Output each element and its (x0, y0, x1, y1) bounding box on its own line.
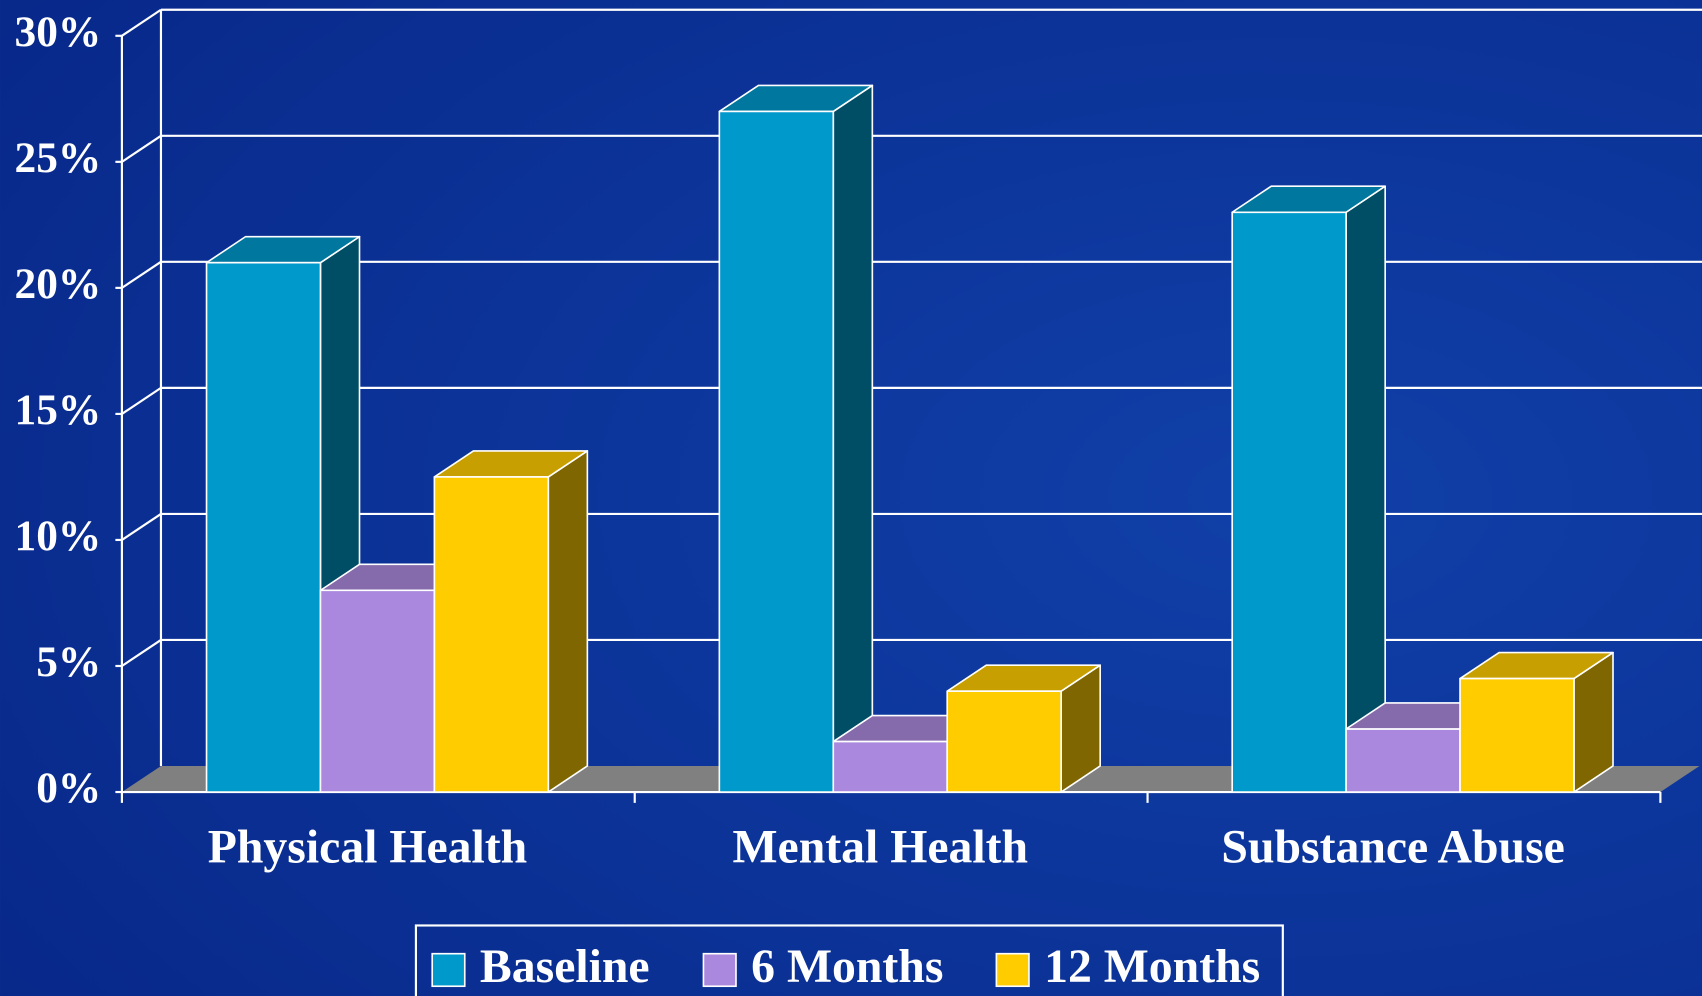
bar (205, 261, 322, 793)
legend-label: Baseline (480, 940, 650, 993)
bar (1459, 677, 1575, 793)
x-tick-label: Physical Health (208, 821, 527, 874)
y-tick-label: 5% (36, 638, 101, 686)
bar (832, 740, 949, 793)
legend-label: 12 Months (1044, 940, 1260, 993)
legend-box (414, 924, 1284, 996)
y-tick-label: 0% (36, 764, 101, 812)
y-tick-label: 25% (15, 134, 102, 182)
y-tick-label: 20% (15, 260, 102, 308)
y-tick-label: 30% (15, 8, 102, 56)
legend-swatch (995, 952, 1030, 988)
side-grid-line (121, 639, 162, 667)
bar-side (1345, 185, 1386, 793)
side-grid-line (121, 260, 162, 289)
y-tick-label: 10% (15, 512, 102, 560)
bar (433, 476, 550, 793)
side-grid-line (121, 134, 162, 163)
side-grid-line (121, 386, 162, 415)
y-tick-label: 15% (15, 386, 102, 434)
bar (1231, 211, 1347, 793)
bar (1345, 728, 1461, 793)
x-tick-label: Substance Abuse (1221, 821, 1564, 874)
legend-label: 6 Months (751, 940, 943, 993)
bar (946, 690, 1062, 793)
bar (718, 110, 835, 793)
side-grid-line (121, 513, 162, 541)
side-grid-line (121, 8, 162, 37)
bar-side (547, 450, 589, 793)
legend-swatch (702, 952, 737, 988)
bar (319, 589, 436, 793)
legend-swatch (431, 952, 466, 988)
x-tick-label: Mental Health (733, 821, 1029, 874)
bar-side (832, 84, 874, 793)
